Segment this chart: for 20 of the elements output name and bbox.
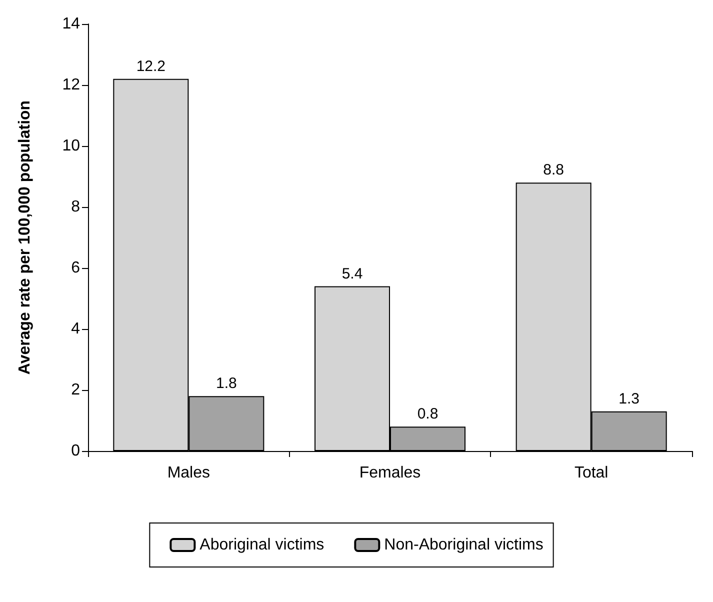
y-tick-label: 10 bbox=[62, 138, 80, 154]
x-tick-label: Males bbox=[167, 464, 210, 482]
data-label: 5.4 bbox=[342, 265, 363, 282]
legend-label: Non-Aboriginal victims bbox=[384, 536, 544, 554]
y-tick-label: 14 bbox=[62, 16, 80, 32]
y-axis-title: Average rate per 100,000 population bbox=[16, 100, 34, 375]
data-label: 8.8 bbox=[543, 162, 564, 179]
legend-label: Aboriginal victims bbox=[200, 536, 324, 554]
y-tick-label: 12 bbox=[62, 76, 80, 94]
y-tick-label: 4 bbox=[71, 320, 80, 338]
data-label: 12.2 bbox=[136, 58, 166, 75]
y-tick-label: 8 bbox=[71, 198, 80, 216]
data-label: 1.3 bbox=[618, 390, 640, 408]
y-tick-label: 6 bbox=[71, 260, 80, 276]
x-tick-label: Females bbox=[359, 464, 421, 482]
y-tick-label: 2 bbox=[71, 382, 80, 398]
data-label: 0.8 bbox=[417, 406, 438, 423]
data-label: 1.8 bbox=[216, 375, 237, 392]
x-tick-label: Total bbox=[574, 464, 608, 482]
y-tick-label: 0 bbox=[71, 442, 80, 460]
